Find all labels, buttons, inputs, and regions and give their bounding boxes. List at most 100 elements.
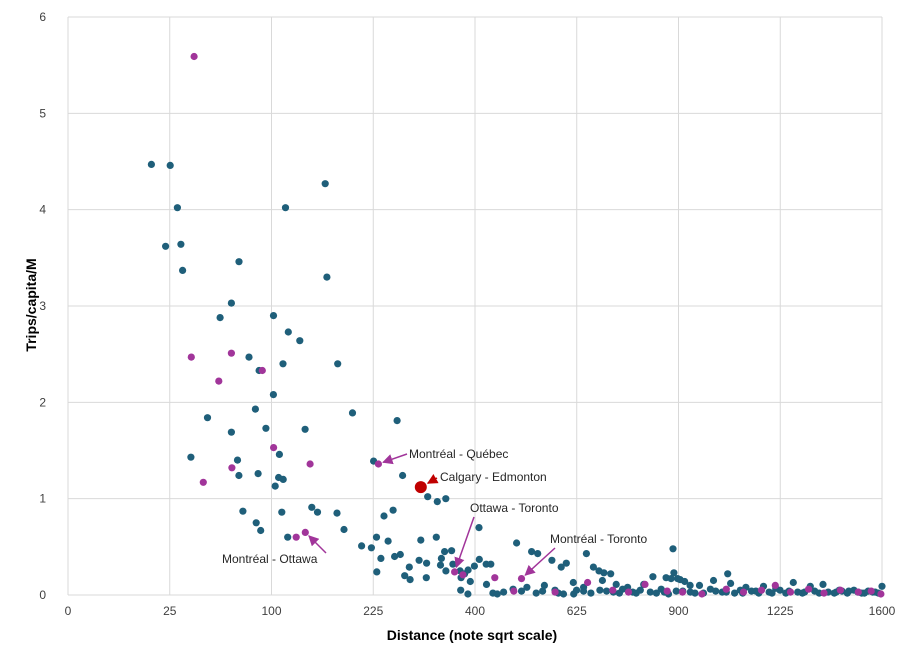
- annotations: Montréal - Québec Calgary - Edmonton Ottaw…: [222, 447, 647, 576]
- x-tick-label: 900: [668, 604, 688, 618]
- data-point: [539, 587, 547, 595]
- annotation-label: Montréal - Toronto: [550, 532, 647, 546]
- data-point-highlighted: [258, 366, 266, 375]
- data-point: [308, 503, 316, 511]
- data-point: [417, 536, 425, 544]
- data-point: [278, 508, 286, 516]
- data-point: [712, 587, 720, 595]
- data-point: [449, 560, 457, 568]
- data-point-highlighted: [678, 588, 687, 596]
- data-point-highlighted: [609, 586, 617, 594]
- data-point: [695, 581, 704, 590]
- data-point: [432, 533, 440, 541]
- data-point: [672, 587, 680, 595]
- y-tick-label: 0: [39, 588, 46, 602]
- annotation-arrow: [426, 473, 439, 484]
- x-axis-ticks: 0 25 100 225 400 625 900 1225 1600: [65, 604, 896, 618]
- data-point: [251, 405, 259, 413]
- data-point: [422, 574, 430, 582]
- data-point: [415, 556, 423, 564]
- data-point-highlighted: [199, 478, 207, 486]
- data-point: [340, 525, 348, 534]
- data-point: [482, 580, 491, 589]
- data-point-highlighted: [663, 587, 671, 595]
- data-point: [442, 495, 450, 503]
- data-point: [321, 180, 329, 188]
- data-point: [233, 456, 242, 464]
- annotation-label: Ottawa - Toronto: [470, 501, 559, 515]
- data-point: [279, 475, 287, 483]
- data-point: [789, 578, 797, 587]
- data-point: [275, 450, 283, 458]
- data-point: [517, 587, 526, 595]
- data-point: [254, 470, 262, 478]
- x-tick-label: 25: [163, 604, 177, 618]
- data-point: [557, 563, 565, 571]
- data-point: [582, 550, 591, 558]
- data-point: [523, 583, 531, 591]
- data-point: [281, 204, 290, 212]
- data-point-highlighted: [459, 571, 467, 579]
- data-point: [600, 569, 608, 577]
- data-point: [334, 360, 342, 368]
- data-point: [649, 573, 657, 581]
- data-point-highlighted: [805, 585, 813, 593]
- data-point-highlighted: [215, 377, 223, 385]
- data-point: [448, 547, 456, 555]
- data-point: [691, 589, 699, 597]
- data-point: [819, 580, 827, 589]
- annotation-label: Montréal - Ottawa: [222, 552, 318, 566]
- data-point: [562, 559, 570, 567]
- data-point: [500, 588, 508, 596]
- data-point-highlighted: [786, 588, 795, 596]
- data-point: [573, 586, 581, 594]
- data-point: [252, 519, 260, 527]
- data-point: [296, 337, 304, 345]
- data-point: [670, 569, 678, 577]
- data-point: [372, 533, 381, 541]
- data-point: [598, 576, 607, 585]
- data-point-highlighted: [190, 52, 198, 61]
- annotation-arrow: [454, 516, 475, 569]
- data-point: [227, 428, 235, 436]
- data-point: [424, 493, 432, 501]
- y-tick-label: 4: [39, 203, 46, 217]
- data-point-highlighted: [877, 590, 885, 598]
- data-point: [612, 580, 620, 589]
- data-point: [548, 556, 556, 564]
- data-point: [587, 589, 595, 597]
- data-point: [348, 409, 357, 417]
- calgary-edmonton-point: [414, 481, 427, 494]
- data-point: [284, 328, 292, 336]
- data-point: [569, 578, 577, 587]
- y-tick-label: 2: [39, 395, 46, 409]
- data-point: [269, 391, 277, 399]
- data-point-highlighted: [739, 588, 748, 596]
- data-point-highlighted: [491, 574, 499, 582]
- data-point-highlighted: [301, 528, 309, 537]
- data-point: [162, 242, 170, 250]
- data-point-highlighted: [517, 575, 526, 583]
- data-point: [724, 570, 732, 578]
- y-axis-ticks: 0 1 2 3 4 5 6: [39, 10, 46, 602]
- data-point: [423, 559, 431, 567]
- data-point: [731, 589, 739, 597]
- data-point-highlighted: [187, 353, 195, 361]
- data-point: [380, 512, 388, 520]
- data-point-highlighted: [641, 580, 649, 589]
- y-tick-label: 1: [39, 492, 46, 506]
- data-point: [607, 570, 615, 578]
- annotation-arrow: [382, 453, 408, 465]
- data-point: [216, 314, 224, 322]
- data-point: [727, 579, 735, 588]
- data-point: [279, 360, 287, 368]
- data-point: [534, 550, 542, 558]
- data-points: [147, 52, 886, 598]
- data-point: [532, 589, 540, 597]
- data-point: [393, 417, 401, 425]
- data-point: [667, 575, 675, 583]
- annotation-label: Calgary - Edmonton: [440, 470, 547, 484]
- data-point: [433, 498, 441, 506]
- data-point: [589, 563, 598, 571]
- data-point-highlighted: [854, 588, 862, 596]
